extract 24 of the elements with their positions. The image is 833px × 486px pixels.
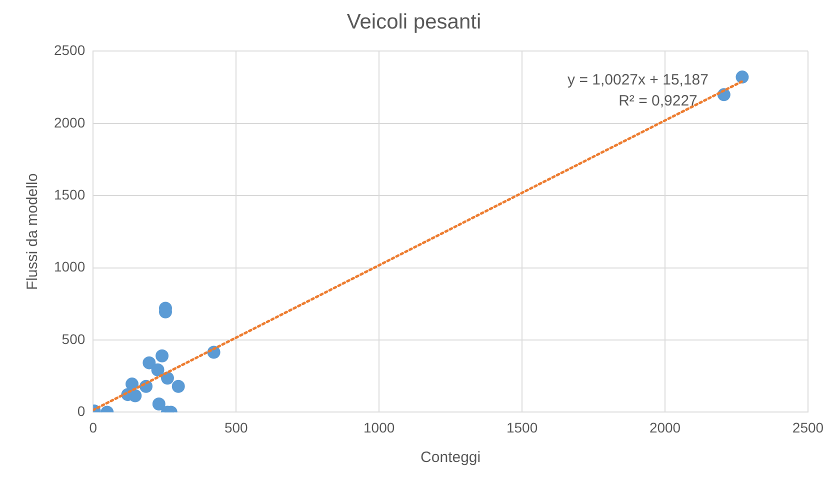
- x-axis-title: Conteggi: [420, 449, 481, 466]
- annotation: y = 1,0027x + 15,187: [568, 71, 708, 88]
- x-tick-label: 500: [224, 419, 248, 436]
- chart-title: Veicoli pesanti: [346, 10, 482, 34]
- y-tick-label: 500: [62, 330, 86, 347]
- point: [156, 349, 169, 362]
- point: [142, 356, 156, 370]
- y-tick-label: 2000: [54, 114, 86, 130]
- y-tick-label: 2500: [54, 42, 86, 58]
- y-axis-title: Flussi da modello: [24, 173, 42, 290]
- point: [128, 389, 142, 402]
- x-tick-label: 0: [89, 419, 98, 436]
- point: [152, 397, 166, 410]
- y-tick-label: 0: [77, 403, 86, 420]
- x-tick-label: 1500: [506, 419, 538, 436]
- x-tick-label: 1000: [364, 419, 395, 436]
- x-tick-label: 2000: [649, 419, 681, 436]
- annotation: R² = 0,9227: [618, 92, 698, 110]
- y-tick-label: 1500: [54, 186, 86, 202]
- x-tick-label: 2500: [792, 419, 824, 436]
- point: [151, 363, 164, 376]
- point: [736, 70, 749, 84]
- y-tick-label: 1000: [54, 258, 86, 275]
- point: [172, 380, 185, 393]
